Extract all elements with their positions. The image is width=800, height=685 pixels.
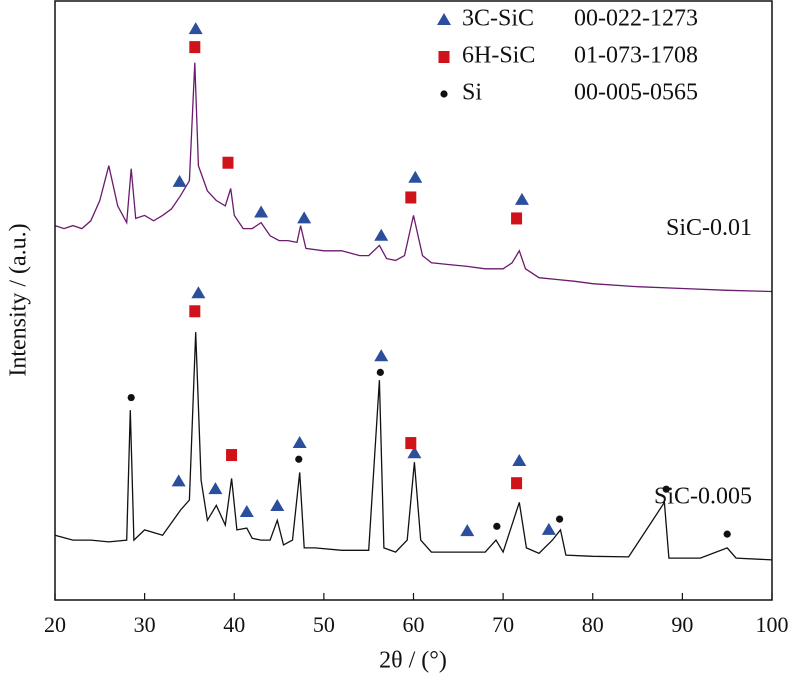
- phase-marker: [189, 41, 201, 54]
- x-tick-label: 70: [492, 612, 514, 637]
- phase-marker: [189, 305, 201, 318]
- phase-marker: [208, 482, 223, 495]
- phase-marker: [297, 211, 312, 224]
- x-axis-label: 2θ / (°): [379, 648, 447, 674]
- series-line: [54, 332, 773, 561]
- x-tick-label: 60: [403, 612, 425, 637]
- x-tick-label: 20: [44, 612, 66, 637]
- phase-marker: [374, 349, 389, 362]
- phase-marker: [512, 454, 527, 467]
- x-tick-label: 30: [134, 612, 156, 637]
- legend-code: 01-073-1708: [574, 43, 698, 69]
- x-tick-label: 50: [313, 612, 335, 637]
- series-line: [54, 62, 773, 293]
- phase-marker: [292, 436, 307, 449]
- phase-marker: [405, 191, 417, 204]
- phase-marker: [188, 22, 203, 35]
- phase-marker: [662, 485, 670, 493]
- phase-marker: [460, 524, 475, 537]
- phase-marker: [405, 437, 417, 450]
- x-tick-label: 80: [582, 612, 604, 637]
- phase-marker: [541, 522, 556, 535]
- phase-marker: [514, 192, 529, 205]
- phase-marker: [127, 393, 135, 402]
- legend-marker: [438, 51, 450, 63]
- phase-marker: [172, 174, 187, 187]
- phase-marker: [171, 474, 186, 487]
- legend-name: 6H-SiC: [462, 43, 535, 69]
- series-label: SiC-0.01: [666, 215, 752, 241]
- legend-marker: [437, 13, 451, 25]
- phase-marker: [511, 212, 523, 225]
- phase-marker: [226, 449, 238, 462]
- phase-marker: [723, 530, 731, 538]
- phase-marker: [222, 156, 234, 169]
- phase-marker: [376, 368, 384, 376]
- legend-name: 3C-SiC: [462, 6, 534, 32]
- legend-code: 00-022-1273: [574, 6, 698, 32]
- phase-marker: [270, 498, 285, 511]
- x-tick-label: 100: [756, 612, 789, 637]
- phase-marker: [555, 515, 564, 523]
- legend-code: 00-005-0565: [574, 80, 698, 106]
- legend-name: Si: [462, 80, 482, 106]
- phase-marker: [239, 504, 254, 517]
- phase-marker: [408, 170, 423, 183]
- phase-marker: [493, 522, 501, 530]
- phase-marker: [407, 446, 422, 459]
- phase-marker: [374, 228, 389, 241]
- plot-frame: [54, 0, 773, 601]
- x-tick-label: 40: [223, 612, 245, 637]
- series-label: SiC-0.005: [654, 483, 752, 509]
- legend-marker: [440, 90, 448, 98]
- phase-marker: [254, 205, 269, 218]
- x-tick-label: 90: [671, 612, 693, 637]
- phase-marker: [511, 477, 523, 490]
- phase-marker: [295, 455, 303, 463]
- phase-marker: [191, 286, 206, 299]
- y-axis-label: Intensity / (a.u.): [6, 223, 32, 376]
